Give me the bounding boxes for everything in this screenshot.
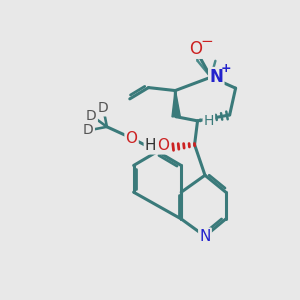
Text: O: O	[190, 40, 202, 58]
Text: D: D	[98, 101, 109, 116]
Text: H: H	[145, 138, 156, 153]
Text: N: N	[199, 229, 211, 244]
Text: O: O	[126, 130, 138, 146]
Text: D: D	[86, 109, 97, 122]
Text: −: −	[200, 34, 213, 49]
Polygon shape	[172, 91, 180, 117]
Text: O: O	[158, 138, 169, 153]
Text: D: D	[83, 123, 94, 137]
Text: +: +	[221, 62, 232, 75]
Text: N: N	[209, 68, 223, 86]
Text: H: H	[204, 115, 214, 128]
